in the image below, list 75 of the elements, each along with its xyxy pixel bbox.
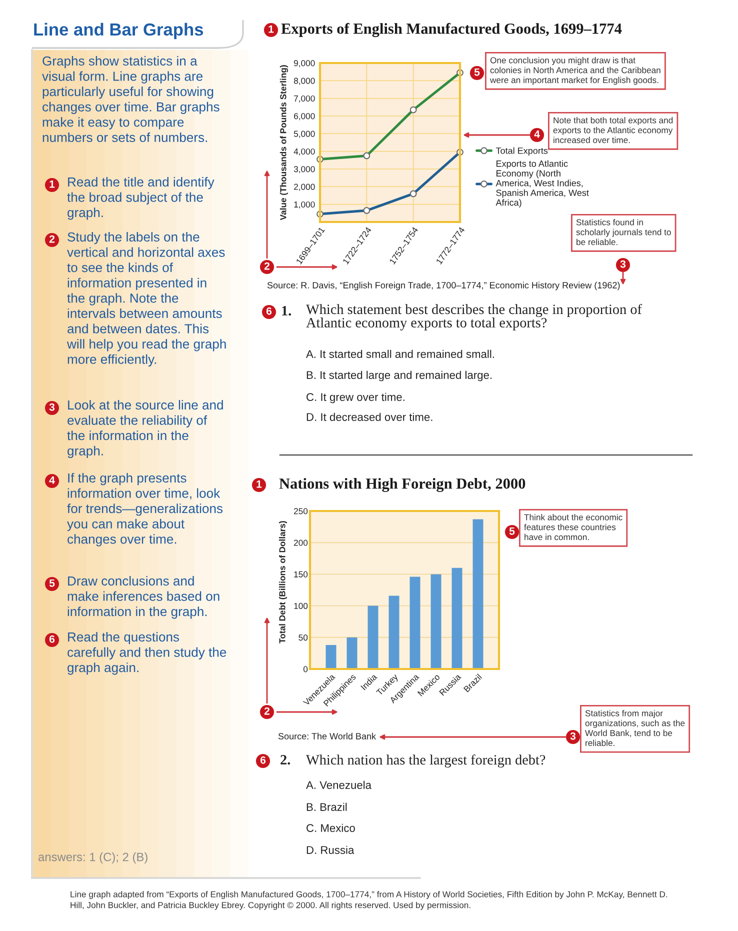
text: 3 (620, 260, 626, 268)
text: Read the title and identify the broad subject of the graph. (67, 177, 214, 220)
text: Line and Bar Graphs (34, 22, 204, 40)
legend-label: Exports to Atlantic Economy (North America, West Indies, Spanish America, West Africa) (496, 160, 589, 208)
y-tick-label: 150 (294, 571, 308, 578)
text: 1 (50, 180, 55, 188)
text: Think about the economic features these countries have in common. (524, 514, 622, 540)
bar (326, 644, 336, 669)
text: Graphs show statistics in a visual form. Line graphs are particularly useful for showing changes over time. Bar graphs make it easy to compare numbers or sets of numbers. (42, 56, 220, 142)
bar (452, 568, 462, 669)
text: B. It started large and remained large. (306, 370, 492, 382)
bar (430, 574, 442, 669)
text: Read the questions carefully and then study the graph again. (68, 632, 226, 675)
text: Note that both total exports and exports to the Atlantic economy increased over time. (553, 117, 673, 144)
text: Statistics from major organizations, such as the World Bank, tend to be reliable. (585, 710, 685, 746)
text: 1 (268, 25, 274, 33)
y-tick-label: 0 (303, 666, 308, 672)
text: Study the labels on the vertical and horizontal axes to see the kinds of information presented in the graph. Note the intervals between amounts and between dates. This will help you read the graph more efficiently. (66, 232, 226, 367)
y-tick-label: 250 (294, 508, 308, 514)
bar (368, 606, 378, 669)
bar (388, 596, 400, 669)
text: Statistics found in scholarly journals tend to be reliable. (576, 219, 671, 246)
y-axis-title: Total Debt (Billions of Dollars) (278, 521, 287, 644)
y-tick-label: 1,000 (294, 201, 315, 209)
text: Which nation has the largest foreign debt? (306, 754, 546, 768)
bar (472, 519, 484, 669)
y-tick-label: 7,000 (294, 95, 315, 103)
legend-label: Total Exports (496, 147, 548, 156)
y-tick-label: 9,000 (294, 60, 315, 68)
y-tick-label: 4,000 (294, 148, 315, 156)
y-tick-label: 200 (294, 540, 308, 546)
source-note: Source: The World Bank (278, 732, 376, 740)
text: D. Russia (306, 846, 354, 854)
text: Draw conclusions and make inferences based on information in the graph. (68, 576, 220, 619)
text: If the graph presents information over time, look for trends—generalizations you can make about changes over time. (67, 473, 223, 546)
chart-title: Exports of English Manufactured Goods, 1699–1774 (281, 22, 622, 38)
bar (410, 576, 420, 669)
text: 2 (49, 235, 55, 243)
text: A. It started small and remained small. (306, 350, 494, 358)
text: 5 (49, 579, 55, 587)
y-tick-label: 50 (298, 634, 308, 641)
text: 6 (260, 756, 266, 764)
text: Look at the source line and evaluate the reliability of the information in the graph. (67, 400, 223, 458)
text: 1 (256, 480, 262, 488)
text: 2. (280, 755, 290, 765)
text: One conclusion you might draw is that colonies in North America and the Caribbean were an important market for English goods. (490, 57, 660, 85)
y-axis-title: Value (Thousands of Pounds Sterling) (280, 65, 288, 220)
text: Which statement best describes the change in proportion of Atlantic economy exports to total exports? (306, 304, 642, 330)
text: 1. (282, 306, 292, 316)
text: 4 (49, 476, 55, 484)
text: 5 (509, 527, 515, 535)
y-tick-label: 5,000 (294, 130, 315, 138)
source-note: Source: R. Davis, “English Foreign Trade, 1700–1774,” Economic History Review (1962) (267, 282, 620, 290)
y-tick-label: 100 (294, 602, 308, 610)
text: 6 (49, 635, 55, 643)
text: 2 (264, 262, 270, 270)
text: 3 (49, 403, 55, 411)
text: 2 (264, 707, 270, 715)
y-tick-label: 2,000 (294, 184, 315, 191)
text: D. It decreased over time. (306, 412, 432, 421)
y-tick-label: 3,000 (294, 166, 315, 174)
text: C. Mexico (306, 824, 355, 832)
text: 6 (266, 307, 272, 315)
y-tick-label: 6,000 (294, 113, 315, 120)
y-tick-label: 8,000 (294, 78, 315, 85)
chart-title: Nations with High Foreign Debt, 2000 (279, 478, 526, 492)
text: Line graph adapted from “Exports of English Manufactured Goods, 1700–1774,” from A History of World Societies, Fifth Edition by John P. McKay, Bennett D. Hill, John Buckler, and Patricia Buckley Ebrey. Copyright © 2000. All rights reserved. Used by permission. (70, 891, 668, 910)
text: C. It grew over time. (306, 392, 404, 404)
bar (346, 637, 358, 669)
text: A. Venezuela (306, 780, 372, 789)
text: answers: 1 (C); 2 (B) (38, 852, 148, 864)
text: 4 (534, 130, 540, 138)
text: 3 (570, 732, 576, 740)
text: 5 (474, 68, 480, 76)
text: B. Brazil (306, 802, 347, 811)
